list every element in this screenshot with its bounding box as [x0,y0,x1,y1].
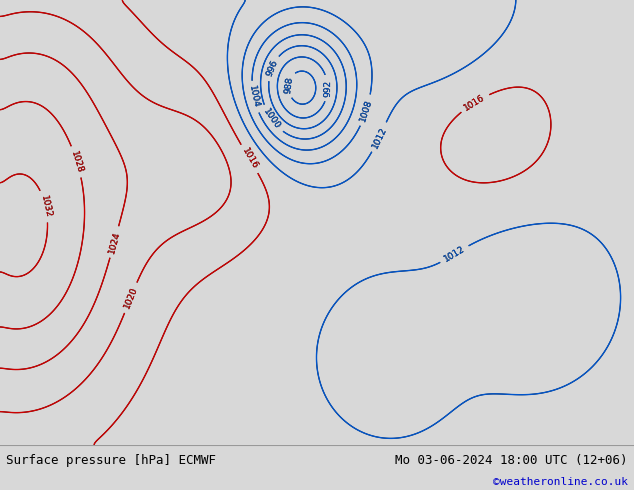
Text: 1008: 1008 [358,98,374,122]
Text: 1012: 1012 [443,245,467,264]
Text: 1020: 1020 [122,286,139,310]
Text: 1012: 1012 [370,125,389,149]
Text: 992: 992 [323,79,332,97]
Text: 1012: 1012 [370,125,389,149]
Text: 1024: 1024 [107,230,122,254]
Text: 1020: 1020 [122,286,139,310]
Text: 988: 988 [283,75,294,94]
Text: 1016: 1016 [240,147,259,171]
Text: 1016: 1016 [240,147,259,171]
Text: 992: 992 [323,79,332,97]
Text: Surface pressure [hPa] ECMWF: Surface pressure [hPa] ECMWF [6,454,216,467]
Text: 1032: 1032 [39,194,53,219]
Text: 1032: 1032 [39,194,53,219]
Text: 988: 988 [283,75,294,94]
Text: 996: 996 [264,58,279,78]
Text: 1000: 1000 [261,107,282,131]
Text: 1004: 1004 [247,85,261,109]
Text: 1012: 1012 [443,245,467,264]
Text: 996: 996 [264,58,279,78]
Text: 1028: 1028 [69,149,84,174]
Text: 1016: 1016 [463,93,487,113]
Text: ©weatheronline.co.uk: ©weatheronline.co.uk [493,477,628,487]
Text: 1008: 1008 [358,98,374,122]
Text: Mo 03-06-2024 18:00 UTC (12+06): Mo 03-06-2024 18:00 UTC (12+06) [395,454,628,467]
Text: 1004: 1004 [247,85,261,109]
Text: 1024: 1024 [107,230,122,254]
Text: 1016: 1016 [463,93,487,113]
Text: 1000: 1000 [261,107,282,131]
Text: 1028: 1028 [69,149,84,174]
